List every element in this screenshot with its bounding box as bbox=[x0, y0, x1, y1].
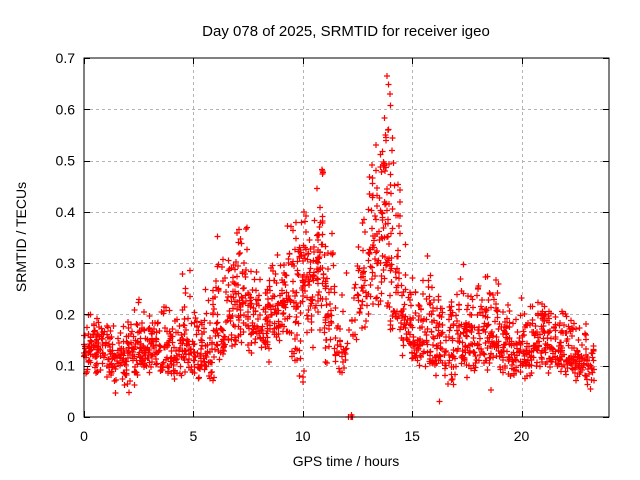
y-tick-label: 0.5 bbox=[56, 153, 76, 169]
tick-labels: 0 5 10 15 20 0 0.1 0.2 0.3 0.4 0.5 0.6 0.7 bbox=[56, 50, 530, 444]
x-tick-label: 5 bbox=[189, 428, 197, 444]
chart-title: Day 078 of 2025, SRMTID for receiver ige… bbox=[202, 23, 490, 40]
x-tick-label: 0 bbox=[80, 428, 88, 444]
y-axis-label: SRMTID / TECUs bbox=[13, 182, 29, 292]
y-tick-label: 0.7 bbox=[56, 50, 76, 66]
x-axis-label: GPS time / hours bbox=[293, 453, 400, 469]
y-tick-label: 0 bbox=[67, 409, 75, 425]
scatter-series-srmtid bbox=[81, 73, 597, 420]
y-tick-label: 0.4 bbox=[56, 204, 76, 220]
y-tick-label: 0.3 bbox=[56, 255, 76, 271]
x-tick-label: 20 bbox=[514, 428, 530, 444]
axis-ticks bbox=[84, 58, 609, 418]
y-tick-label: 0.6 bbox=[56, 101, 76, 117]
x-tick-label: 15 bbox=[404, 428, 420, 444]
data-points bbox=[81, 73, 597, 420]
x-tick-label: 10 bbox=[295, 428, 311, 444]
y-tick-label: 0.1 bbox=[56, 358, 76, 374]
y-tick-label: 0.2 bbox=[56, 306, 76, 322]
plot-border bbox=[83, 57, 610, 418]
